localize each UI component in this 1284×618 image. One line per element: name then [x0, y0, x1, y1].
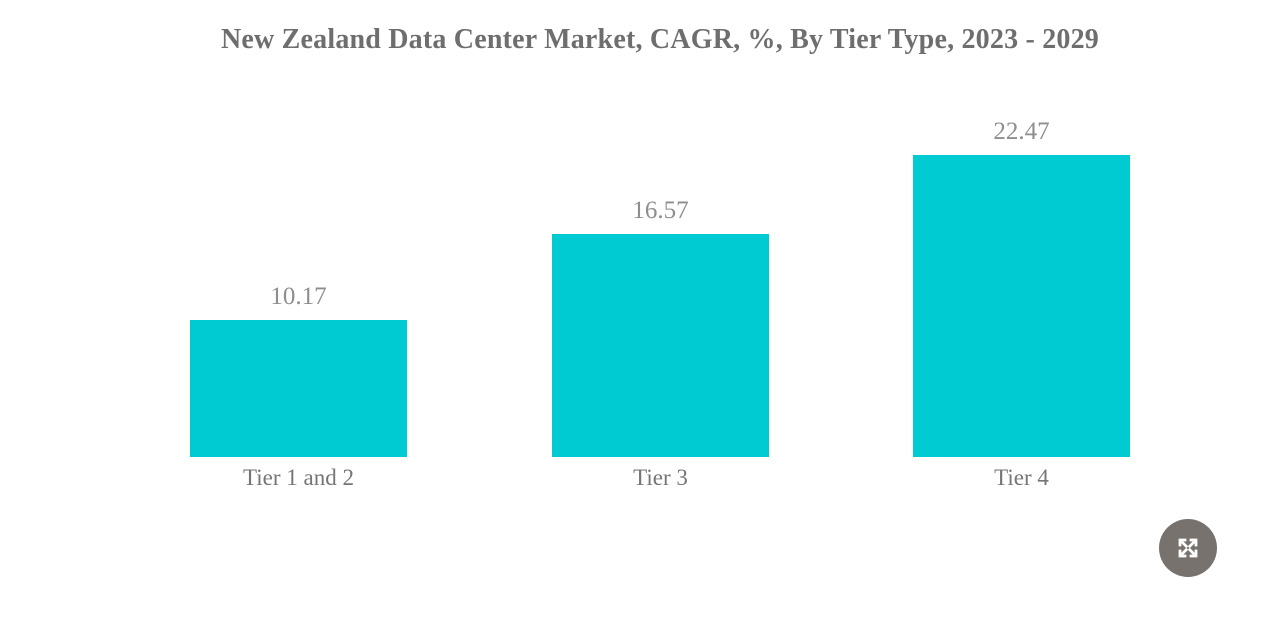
bar-group-tier-1-and-2: 10.17: [190, 0, 407, 457]
category-label-tier-4: Tier 4: [994, 465, 1049, 490]
category-label-tier-3: Tier 3: [633, 465, 688, 490]
bar-tier-3[interactable]: [552, 234, 769, 457]
bar-group-tier-4: 22.47: [913, 0, 1130, 457]
bar-value-label: 16.57: [632, 197, 689, 224]
bar-tier-4[interactable]: [913, 155, 1130, 457]
chart-title: New Zealand Data Center Market, CAGR, %,…: [220, 24, 1100, 55]
bar-group-tier-3: 16.57: [552, 0, 769, 457]
bar-tier-1-and-2[interactable]: [190, 320, 407, 457]
fullscreen-button[interactable]: [1159, 519, 1217, 577]
category-label-tier-1-and-2: Tier 1 and 2: [243, 465, 354, 490]
bar-value-label: 10.17: [270, 283, 327, 310]
expand-arrows-icon: [1178, 538, 1198, 558]
bar-value-label: 22.47: [993, 118, 1050, 145]
